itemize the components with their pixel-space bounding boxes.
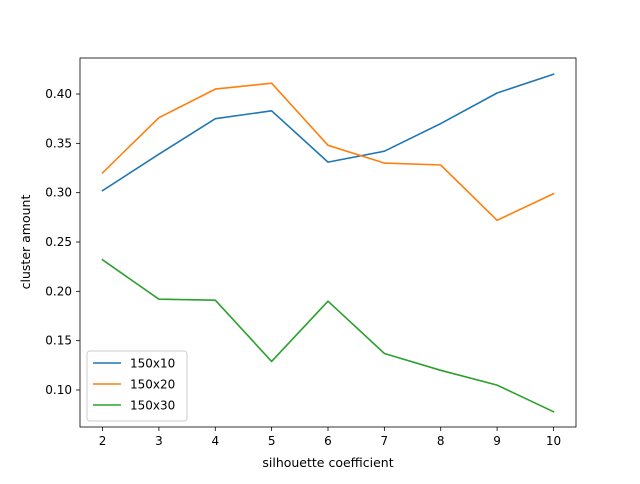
y-tick-label: 0.30 <box>45 186 72 200</box>
y-tick-label: 0.35 <box>45 136 72 150</box>
y-axis-label: cluster amount <box>18 195 33 290</box>
x-tick-label: 10 <box>546 434 561 448</box>
x-tick-label: 3 <box>155 434 163 448</box>
x-tick-label: 4 <box>211 434 219 448</box>
y-tick-label: 0.20 <box>45 284 72 298</box>
x-tick-label: 7 <box>381 434 389 448</box>
legend-label: 150x10 <box>130 357 175 371</box>
legend-label: 150x20 <box>130 378 175 392</box>
y-tick-label: 0.40 <box>45 87 72 101</box>
x-tick-label: 9 <box>493 434 501 448</box>
series-line-150x10 <box>101 73 555 192</box>
series-line-150x20 <box>101 82 555 222</box>
y-tick-label: 0.15 <box>45 334 72 348</box>
x-axis: 2 3 4 5 6 7 8 9 10 <box>99 427 561 448</box>
x-tick-label: 6 <box>324 434 332 448</box>
series-layer <box>101 73 555 413</box>
x-axis-label: silhouette coefficient <box>262 455 393 470</box>
legend: 150x10 150x20 150x30 <box>86 350 188 422</box>
legend-box <box>86 350 188 422</box>
x-tick-label: 5 <box>268 434 276 448</box>
x-tick-label: 2 <box>99 434 107 448</box>
y-tick-label: 0.10 <box>45 383 72 397</box>
x-tick-label: 8 <box>437 434 445 448</box>
y-axis: 0.10 0.15 0.20 0.25 0.30 0.35 0.40 <box>45 87 80 397</box>
y-tick-label: 0.25 <box>45 235 72 249</box>
legend-label: 150x30 <box>130 399 175 413</box>
series-line-150x30 <box>101 258 555 413</box>
